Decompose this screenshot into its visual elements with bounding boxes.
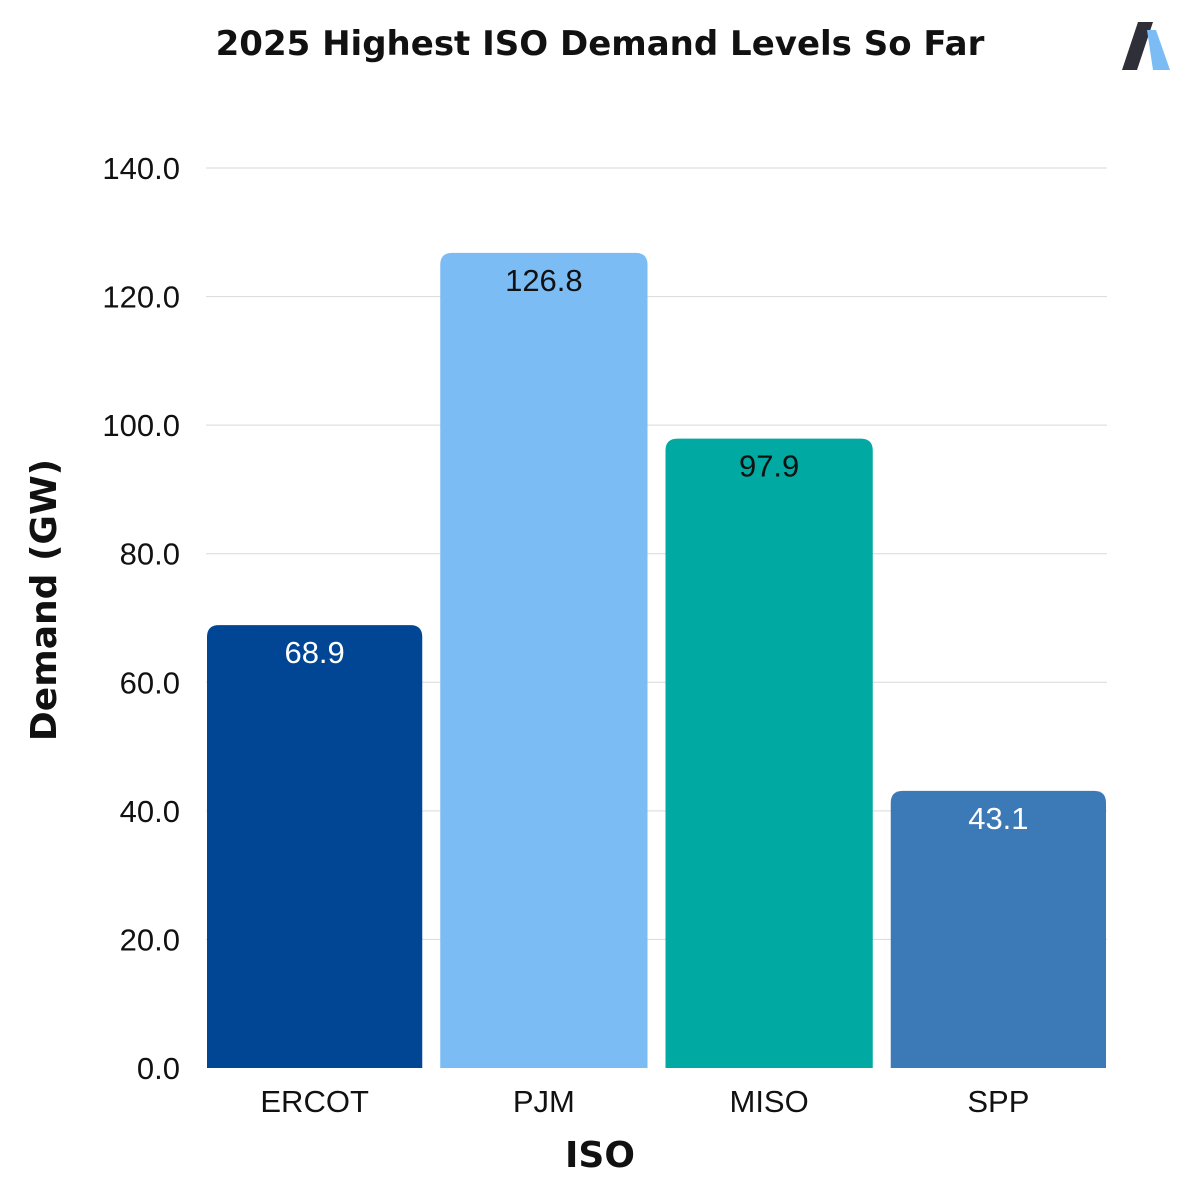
bar-ercot — [207, 625, 423, 1068]
bars — [207, 252, 1106, 1069]
x-tick-label-ercot: ERCOT — [260, 1084, 369, 1119]
data-label-miso: 97.9 — [739, 449, 799, 484]
y-axis-title: Demand (GW) — [24, 459, 65, 741]
bar-pjm — [440, 252, 648, 1068]
data-label-spp: 43.1 — [968, 801, 1028, 836]
stylized-a-logo-icon — [1122, 22, 1170, 70]
data-label-ercot: 68.9 — [284, 635, 344, 670]
data-label-pjm: 126.8 — [505, 263, 583, 298]
x-axis-title: ISO — [565, 1135, 635, 1176]
y-tick-label: 80.0 — [120, 537, 180, 572]
y-tick-label: 140.0 — [102, 151, 180, 186]
y-tick-label: 120.0 — [102, 280, 180, 315]
logo-dark-stroke — [1122, 22, 1153, 70]
y-tick-label: 60.0 — [120, 665, 180, 700]
x-tick-label-spp: SPP — [967, 1084, 1029, 1119]
y-tick-label: 100.0 — [102, 408, 180, 443]
bar-miso — [665, 438, 873, 1069]
chart-title: 2025 Highest ISO Demand Levels So Far — [216, 24, 985, 64]
x-axis-tick-labels: ERCOT PJM MISO SPP — [260, 1084, 1029, 1119]
y-tick-label: 20.0 — [120, 922, 180, 957]
y-tick-label: 0.0 — [137, 1051, 180, 1086]
bar-spp — [890, 790, 1106, 1068]
x-tick-label-miso: MISO — [730, 1084, 809, 1119]
y-tick-label: 40.0 — [120, 794, 180, 829]
y-axis-tick-labels: 0.0 20.0 40.0 60.0 80.0 100.0 120.0 140.0 — [102, 151, 180, 1086]
x-tick-label-pjm: PJM — [513, 1084, 575, 1119]
logo-light-stroke — [1147, 30, 1170, 70]
bar-value-labels: 68.9 126.8 97.9 43.1 — [284, 263, 1028, 836]
